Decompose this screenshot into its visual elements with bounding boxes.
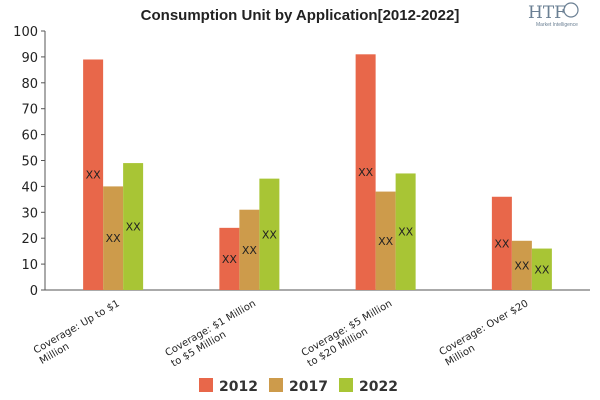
legend-swatch-2017 [269, 378, 283, 392]
bar-2012-4 [491, 196, 512, 290]
y-tick-label: 90 [21, 51, 38, 66]
chart-title: Consumption Unit by Application[2012-202… [141, 7, 460, 24]
y-tick-label: 30 [21, 206, 38, 221]
legend-label-2017: 2017 [289, 379, 328, 395]
data-label: XX [494, 237, 510, 250]
bar-2012-1 [83, 59, 104, 290]
y-tick-label: 50 [21, 155, 38, 170]
y-tick-label: 60 [21, 129, 38, 144]
legend-swatch-2022 [339, 378, 353, 392]
y-tick-label: 0 [30, 284, 38, 299]
logo: HTF Market Intelligence [528, 2, 579, 28]
y-tick-label: 100 [13, 25, 38, 40]
bar-2022-4 [531, 248, 552, 290]
y-tick-label: 10 [21, 258, 38, 273]
logo-globe-icon [563, 2, 579, 18]
y-tick-label: 20 [21, 232, 38, 247]
bar-2022-1 [123, 163, 144, 290]
x-tick-label-line: Coverage: Up to $1 [32, 298, 122, 356]
data-label: XX [106, 232, 122, 245]
plot-area: 0 10 20 30 40 50 60 70 80 90 100 XX XX XX Coverage: Up… [13, 25, 590, 369]
bar-2012-2 [219, 227, 240, 290]
bar-2017-3 [375, 191, 396, 290]
bar-2017-1 [103, 186, 124, 290]
bar-2017-2 [239, 209, 260, 290]
legend-label-2012: 2012 [219, 379, 258, 395]
x-tick-label-line: Coverage: $5 Million [300, 298, 394, 359]
y-tick-label: 70 [21, 103, 38, 118]
data-label: XX [262, 228, 278, 241]
y-tick-label: 40 [21, 180, 38, 195]
legend-swatch-2012 [199, 378, 213, 392]
bar-2022-3 [395, 173, 416, 290]
logo-subtitle: Market Intelligence [536, 22, 578, 28]
x-tick-label-line: Coverage: Over $20 [438, 298, 531, 358]
legend: 2012 2017 2022 [199, 378, 398, 395]
data-label: XX [378, 235, 394, 248]
data-label: XX [534, 263, 550, 276]
legend-label-2022: 2022 [359, 379, 398, 395]
x-tick-label-line: Coverage: $1 Million [164, 298, 258, 359]
bar-2022-2 [259, 178, 280, 290]
bar-2017-4 [511, 240, 532, 290]
data-label: XX [398, 226, 414, 239]
bar-2012-3 [355, 54, 376, 291]
data-label: XX [86, 169, 102, 182]
data-label: XX [358, 166, 374, 179]
data-label: XX [514, 259, 530, 272]
y-tick-label: 80 [21, 77, 38, 92]
data-label: XX [126, 221, 142, 234]
data-label: XX [242, 244, 258, 257]
data-label: XX [222, 253, 238, 266]
logo-text: HTF [528, 3, 566, 23]
